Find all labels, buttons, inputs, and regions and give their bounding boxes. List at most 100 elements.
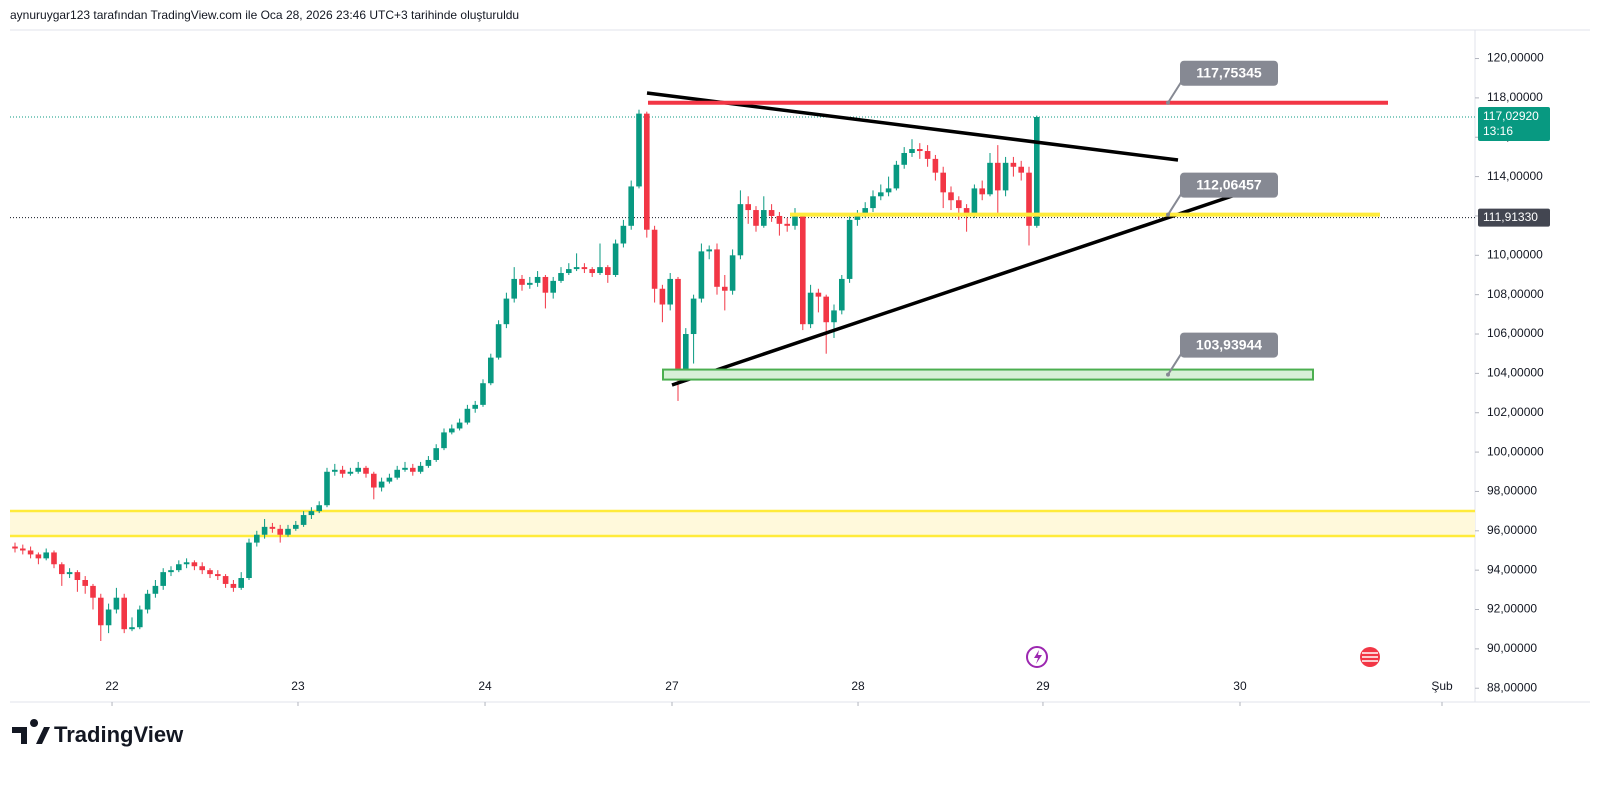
candle-body	[74, 572, 81, 580]
candle-body	[105, 609, 112, 626]
candle-body	[370, 473, 377, 488]
candle-body	[168, 570, 174, 573]
candle-body	[659, 288, 666, 305]
candle-body	[386, 477, 393, 482]
candle-body	[480, 383, 486, 405]
candle-body	[940, 172, 946, 193]
candle-body	[183, 562, 190, 565]
candle-body	[784, 223, 790, 226]
y-tick-label: 102,00000	[1487, 405, 1544, 419]
event-icon[interactable]	[1026, 646, 1048, 668]
candle-body	[581, 267, 588, 270]
candle-body	[963, 208, 970, 216]
candle-body	[558, 273, 564, 281]
candle-body	[675, 278, 681, 374]
candle-body	[987, 162, 993, 195]
candle-body	[308, 511, 315, 516]
candle-body	[799, 215, 806, 325]
candle-body	[815, 292, 822, 297]
candle-body	[971, 188, 978, 216]
candle-body	[441, 432, 447, 449]
candle-body	[175, 564, 182, 571]
candle-body	[604, 267, 611, 275]
candle-body	[823, 296, 829, 323]
candle-body	[425, 459, 432, 466]
caption: aynuruygar123 tarafından TradingView.com…	[10, 8, 519, 22]
candle-body	[292, 524, 299, 529]
candle-body	[565, 269, 572, 274]
candle-body	[885, 188, 892, 193]
candle-body	[792, 215, 798, 226]
candle-body	[394, 469, 400, 478]
x-tick-label: 23	[291, 679, 305, 693]
candle-body	[253, 534, 260, 543]
candle-body	[846, 219, 853, 279]
candle-body	[714, 249, 720, 287]
candle-body	[331, 469, 338, 472]
y-tick-label: 88,00000	[1487, 680, 1537, 694]
candle-body	[511, 278, 517, 299]
x-tick-label: Şub	[1431, 679, 1453, 693]
marker-price-label: 111,91330	[1483, 210, 1538, 224]
candle-body	[12, 546, 18, 549]
candle-body	[994, 162, 1001, 191]
candle-body	[487, 357, 494, 384]
candle-body	[136, 609, 143, 628]
candle-body	[464, 408, 471, 423]
candle-body	[643, 113, 650, 230]
callout-label: 112,06457	[1196, 176, 1262, 192]
candle-body	[113, 597, 120, 610]
candle-body	[924, 151, 931, 159]
candle-body	[277, 528, 283, 535]
candle-body	[620, 225, 627, 244]
callout-pointer	[1167, 352, 1183, 376]
trendline	[671, 188, 1251, 387]
candle-body	[246, 542, 252, 579]
x-tick-label: 29	[1036, 679, 1050, 693]
candle-body	[862, 208, 868, 214]
candle-body	[43, 552, 49, 559]
x-tick-label: 30	[1233, 679, 1247, 693]
candle-body	[636, 113, 642, 187]
candle-body	[238, 578, 244, 588]
candle-body	[760, 210, 767, 226]
candle-body	[129, 627, 135, 630]
logo-text: TradingView	[54, 722, 184, 747]
candle-body	[667, 278, 673, 305]
candle-body	[807, 292, 814, 325]
candle-body	[1010, 162, 1017, 167]
candle-body	[27, 550, 34, 555]
candle-body	[1033, 116, 1040, 226]
candle-body	[152, 585, 159, 594]
candle-body	[324, 471, 330, 506]
candle-body	[979, 188, 985, 195]
candle-body	[932, 158, 939, 173]
candle-body	[573, 267, 580, 270]
candle-body	[144, 593, 151, 610]
candle-body	[682, 334, 689, 374]
candle-body	[550, 280, 556, 293]
candle-body	[877, 192, 884, 197]
callout-pointer	[1167, 80, 1183, 104]
candle-body	[456, 422, 463, 429]
x-tick-label: 24	[478, 679, 492, 693]
candle-body	[1026, 172, 1032, 226]
candle-body	[339, 469, 346, 474]
candle-body	[870, 196, 876, 209]
candle-body	[542, 276, 549, 293]
candle-body	[261, 526, 268, 535]
callout-dot	[1166, 372, 1170, 377]
candle-body	[628, 186, 634, 226]
event-icon	[1034, 650, 1042, 664]
candle-body	[753, 210, 759, 226]
candle-body	[612, 243, 619, 275]
y-tick-label: 108,00000	[1487, 287, 1544, 301]
candle-body	[893, 164, 900, 189]
candle-body	[300, 515, 307, 525]
y-tick-label: 90,00000	[1487, 641, 1537, 655]
candle-body	[363, 467, 369, 474]
candle-body	[721, 286, 728, 291]
x-tick-label: 22	[105, 679, 119, 693]
y-tick-label: 96,00000	[1487, 523, 1537, 537]
